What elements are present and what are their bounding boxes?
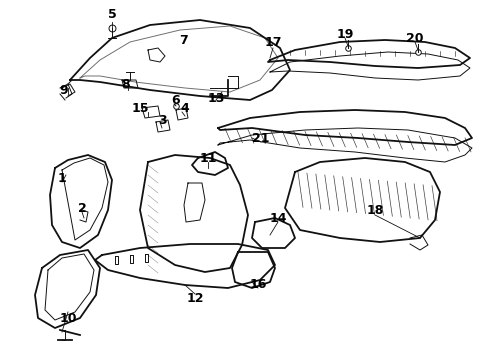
Text: 9: 9 [60, 84, 68, 96]
Text: 21: 21 [252, 131, 270, 144]
Text: 6: 6 [172, 94, 180, 107]
Text: 1: 1 [58, 171, 66, 184]
Text: 14: 14 [269, 211, 287, 225]
Text: 3: 3 [158, 113, 166, 126]
Text: 20: 20 [406, 31, 424, 45]
Text: 12: 12 [186, 292, 204, 305]
Text: 4: 4 [181, 102, 189, 114]
Text: 15: 15 [131, 102, 149, 114]
Text: 13: 13 [207, 91, 225, 104]
Text: 18: 18 [367, 203, 384, 216]
Text: 8: 8 [122, 78, 130, 91]
Text: 2: 2 [77, 202, 86, 215]
Text: 5: 5 [108, 8, 117, 21]
Text: 16: 16 [249, 279, 267, 292]
Text: 19: 19 [336, 27, 354, 40]
Text: 10: 10 [59, 311, 77, 324]
Text: 7: 7 [179, 33, 187, 46]
Text: 17: 17 [264, 36, 282, 49]
Text: 11: 11 [199, 152, 217, 165]
